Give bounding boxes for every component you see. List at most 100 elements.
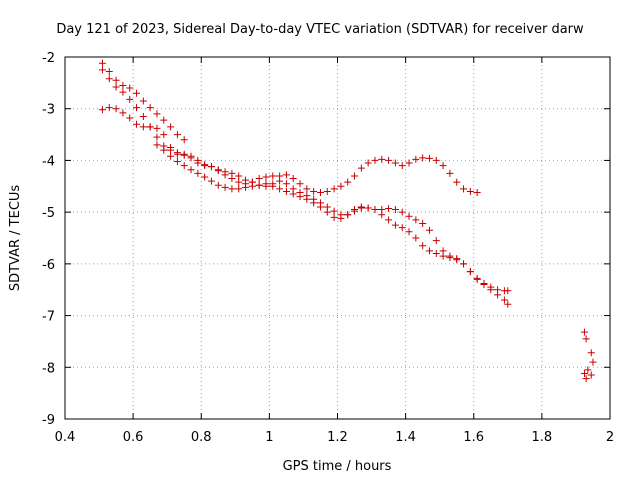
data-point <box>173 150 181 158</box>
data-point <box>201 173 209 181</box>
data-point <box>323 208 331 216</box>
data-point <box>580 369 588 377</box>
data-point <box>133 89 141 97</box>
data-points <box>98 59 597 383</box>
data-point <box>405 159 413 167</box>
data-point <box>112 105 120 113</box>
data-point <box>303 185 311 193</box>
data-point <box>112 76 120 84</box>
data-point <box>153 124 161 132</box>
data-point <box>289 175 297 183</box>
y-tick-label: -5 <box>42 206 55 221</box>
data-point <box>126 95 134 103</box>
data-point <box>187 154 195 162</box>
data-point <box>310 187 318 195</box>
x-tick-label: 1.2 <box>327 430 348 445</box>
x-tick-label: 1 <box>265 430 273 445</box>
data-point <box>269 182 277 190</box>
data-point <box>582 335 590 343</box>
data-point <box>587 371 595 379</box>
grid-lines <box>65 57 610 419</box>
x-tick-label: 0.6 <box>123 430 144 445</box>
data-point <box>153 110 161 118</box>
data-point <box>385 216 393 224</box>
data-point <box>207 163 215 171</box>
series-track-c <box>98 104 512 308</box>
data-point <box>584 366 592 374</box>
data-point <box>378 155 386 163</box>
data-point <box>364 204 372 212</box>
data-point <box>296 193 304 201</box>
data-point <box>160 131 168 139</box>
y-tick-label: -3 <box>42 103 55 118</box>
data-point <box>194 169 202 177</box>
data-point <box>282 187 290 195</box>
data-point <box>160 116 168 124</box>
y-tick-label: -6 <box>42 258 55 273</box>
data-point <box>160 146 168 154</box>
data-point <box>133 104 141 112</box>
data-point <box>173 157 181 165</box>
data-point <box>255 181 263 189</box>
data-point <box>139 97 147 105</box>
data-point <box>269 172 277 180</box>
data-point <box>378 206 386 214</box>
data-point <box>504 287 512 295</box>
data-point <box>398 162 406 170</box>
data-point <box>460 260 468 268</box>
data-point <box>119 81 127 89</box>
data-point <box>153 141 161 149</box>
data-point <box>119 88 127 96</box>
data-point <box>282 180 290 188</box>
data-point <box>316 203 324 211</box>
data-point <box>330 213 338 221</box>
data-point <box>425 247 433 255</box>
data-point <box>412 216 420 224</box>
data-point <box>344 178 352 186</box>
data-point <box>173 131 181 139</box>
data-point <box>357 164 365 172</box>
x-tick-label: 1.4 <box>395 430 416 445</box>
x-tick-label: 0.8 <box>191 430 212 445</box>
data-point <box>214 166 222 174</box>
data-point <box>276 185 284 193</box>
data-point <box>487 283 495 291</box>
data-point <box>235 178 243 186</box>
data-point <box>391 206 399 214</box>
y-tick-labels: -9 -8 -7 -6 -5 -4 -3 -2 <box>42 51 55 428</box>
data-point <box>364 159 372 167</box>
y-tick-label: -9 <box>42 413 55 428</box>
data-point <box>105 75 113 83</box>
data-point <box>357 203 365 211</box>
data-point <box>180 162 188 170</box>
data-point <box>248 182 256 190</box>
data-point <box>98 106 106 114</box>
data-point <box>351 172 359 180</box>
data-point <box>398 208 406 216</box>
data-point <box>126 114 134 122</box>
data-point <box>412 234 420 242</box>
data-point <box>419 154 427 162</box>
data-point <box>228 185 236 193</box>
data-point <box>439 162 447 170</box>
data-point <box>371 156 379 164</box>
data-point <box>446 169 454 177</box>
data-point <box>105 67 113 75</box>
series-track-b <box>98 66 481 196</box>
data-point <box>139 112 147 120</box>
data-point <box>432 250 440 258</box>
data-point <box>323 187 331 195</box>
data-point <box>494 286 502 294</box>
data-point <box>133 120 141 128</box>
data-point <box>432 156 440 164</box>
data-point <box>228 169 236 177</box>
data-point <box>262 173 270 181</box>
data-point <box>351 206 359 214</box>
data-point <box>344 211 352 219</box>
data-point <box>194 159 202 167</box>
data-point <box>289 190 297 198</box>
data-point <box>473 188 481 196</box>
data-point <box>466 187 474 195</box>
data-point <box>412 155 420 163</box>
